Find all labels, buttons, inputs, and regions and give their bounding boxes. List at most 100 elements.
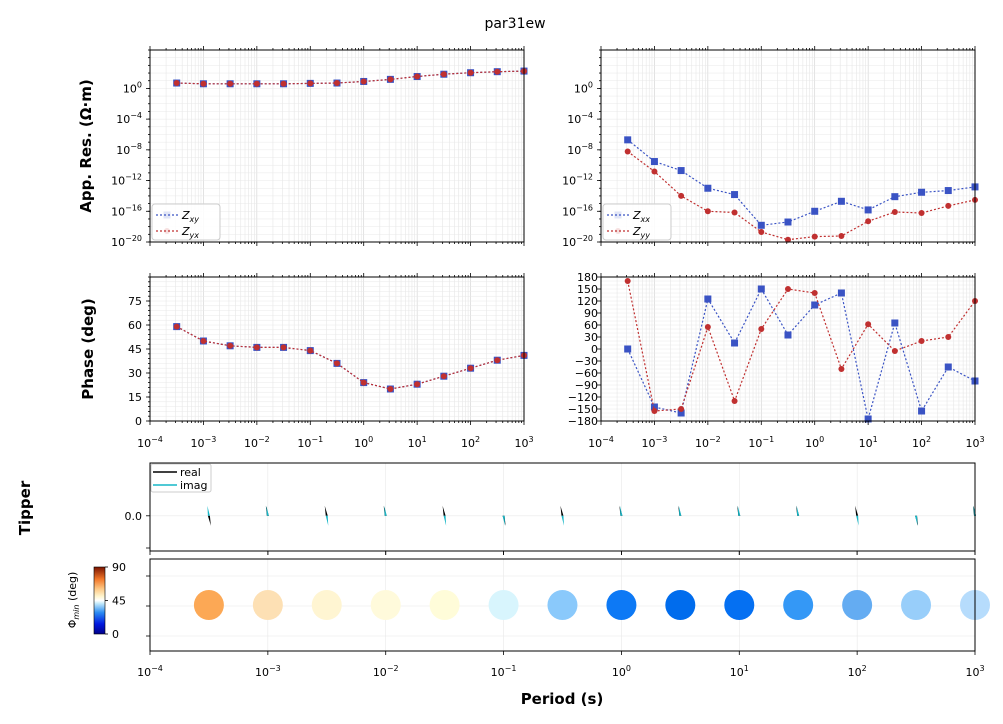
colorbar-tick-label: 0 [112,628,119,641]
phase-panel-3-series-1-point [918,338,925,344]
tipper-real-arrow [324,505,328,516]
app-res-panel-1-series-0-point [811,207,819,215]
phase-panel-3-series-0-point [811,301,819,309]
phase-panel-3-series-0-point [944,363,952,371]
y-tick-label: 60 [128,319,142,332]
x-tick-label: 100 [612,664,631,679]
app-res-panel-1-series-0-point [624,136,632,144]
app-res-panel-1-series-1-point [811,233,818,240]
app-res-panel-1-series-1-point [678,192,685,199]
phase-panel-3-series-0-point [731,339,739,347]
grid-layer [149,49,976,651]
y-tick-label: 10−12 [562,173,593,188]
y-tick-label: −30 [575,355,598,368]
phase-panel-2-series-1-point [307,347,314,354]
colorbar-tick-label: 45 [112,595,126,608]
phase-panel-2-series-1-point [253,344,260,351]
y-tick-label: 75 [128,295,142,308]
x-tick-label: 100 [805,435,824,450]
app-res-panel-1-series-0-point [918,188,926,196]
y-tick-label: −150 [568,403,598,416]
x-tick-label: 10−2 [373,664,399,679]
phase-panel-2-series-1-point [360,379,367,386]
phase-panel-3-series-1-point [865,321,872,328]
phimin-marker [429,590,460,620]
x-axis-label: Period (s) [521,690,604,708]
tipper-imag-arrow [502,515,506,526]
phase-panel-3-series-1-point [945,334,952,340]
phimin-marker [724,590,755,620]
y-tick-label: 120 [577,295,598,308]
y-tick-label: 10−8 [567,142,593,157]
phase-panel-3-series-1-point [758,326,765,332]
text-layer: 10−2010−1610−1210−810−4100ZxyZyx10−2010−… [16,79,985,679]
phase-panel-3-series-1-point [651,408,658,414]
x-tick-label: 103 [965,664,984,679]
x-tick-label: 102 [848,664,867,679]
tipper-imag-arrow [678,505,682,516]
app-res-panel-0-series-1-point [467,69,474,76]
y-tick-label: 100 [574,80,593,95]
y-tick-label: 10−4 [116,111,142,126]
app-res-panel-0-series-1-line [176,70,525,85]
x-tick-label: 10−1 [748,435,774,450]
app-res-panel-1-series-0-point [677,167,685,175]
x-tick-label: 10−3 [642,435,668,450]
tipper-imag-arrow [856,515,859,526]
app-res-panel-1-series-0-point [731,191,739,199]
y-tick-label: 15 [128,391,142,404]
app-res-panel-1-series-1-point [624,148,631,155]
app-res-panel-1-series-1-point [945,202,952,209]
y-tick-label: 0.0 [125,510,143,523]
tipper-real-arrow [855,505,859,516]
phase-panel-3-series-1-point [891,348,898,354]
y-tick-label: 30 [584,331,598,344]
phase-panel-2-series-1-point [227,342,234,349]
phase-panel-3-series-0-point [837,289,845,297]
app-res-y-label: App. Res. (Ω·m) [77,79,95,212]
x-tick-label: 10−3 [191,435,217,450]
phase-panel-3-series-0-point [677,409,685,417]
app-res-panel-1-series-0-point [704,184,712,192]
phase-panel-3-series-0-point [918,407,926,415]
app-res-panel-0-series-1-point [360,78,367,85]
tipper-imag-arrow [796,505,800,516]
phimin-marker [665,590,696,620]
app-res-panel-1-series-1-point [704,208,711,215]
y-tick-label: 45 [128,343,142,356]
y-tick-label: −120 [568,391,598,404]
x-tick-label: 102 [912,435,931,450]
app-res-panel-1-series-1-point [784,236,791,243]
phimin-marker [193,590,224,620]
app-res-panel-0-series-1-point [307,80,314,87]
app-res-panel-1-series-0-point [944,187,952,195]
tipper-imag-arrow [207,505,210,516]
phase-panel-2-frame [149,276,525,422]
legend-label: Zxx [632,209,650,224]
y-tick-label: −60 [575,367,598,380]
phase-panel-2-series-1-point [280,344,287,351]
app-res-panel-1-series-0-point [757,221,765,229]
phase-panel-3-series-1-point [678,406,685,412]
colorbar [93,566,106,635]
app-res-panel-1-series-1-point [651,168,658,175]
phase-panel-3-series-1-point [731,398,738,404]
x-tick-label: 103 [965,435,984,450]
legend-label: Zyx [181,225,199,240]
phimin-marker [901,590,932,620]
app-res-panel-0-series-1-point [280,80,287,87]
y-tick-label: 100 [123,80,142,95]
x-tick-label: 10−1 [491,664,517,679]
app-res-panel-0-series-1-point [200,80,207,87]
phase-panel-2-series-1-point [333,360,340,367]
y-tick-label: 60 [584,319,598,332]
axes-layer [93,46,976,655]
x-tick-label: 10−4 [137,664,163,679]
x-tick-label: 101 [859,435,878,450]
y-tick-label: 10−4 [567,111,593,126]
phimin-marker [783,590,814,620]
x-tick-label: 101 [408,435,427,450]
phase-panel-3-series-1-point [624,278,631,284]
tipper-legend-label: imag [180,479,208,492]
x-tick-label: 101 [730,664,749,679]
